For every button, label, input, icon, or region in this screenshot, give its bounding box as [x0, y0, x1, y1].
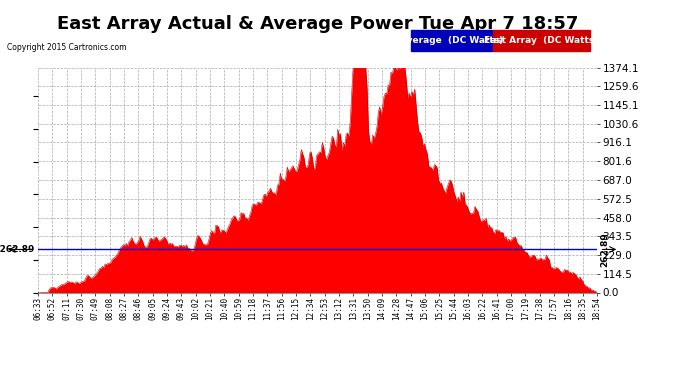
Text: +262.89: +262.89: [0, 245, 34, 254]
Text: Average  (DC Watts): Average (DC Watts): [400, 36, 504, 45]
Text: East Array Actual & Average Power Tue Apr 7 18:57: East Array Actual & Average Power Tue Ap…: [57, 15, 578, 33]
Text: East Array  (DC Watts): East Array (DC Watts): [484, 36, 599, 45]
Text: 262.89: 262.89: [600, 232, 609, 267]
Text: Copyright 2015 Cartronics.com: Copyright 2015 Cartronics.com: [7, 43, 126, 52]
